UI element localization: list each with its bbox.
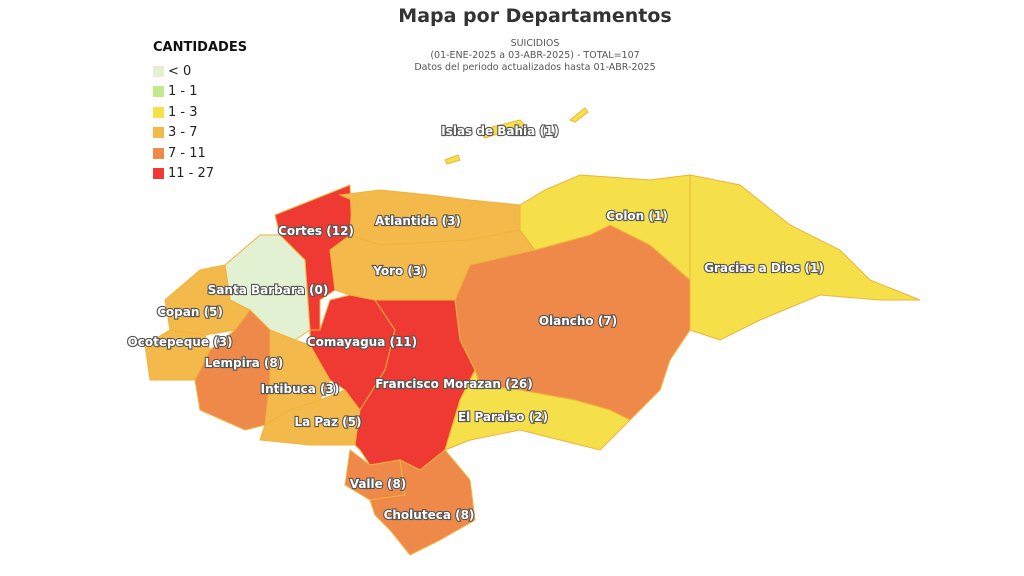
department-label: Ocotepeque (3) bbox=[128, 335, 233, 349]
department-label: Colon (1) bbox=[606, 209, 667, 223]
department-label: Cortes (12) bbox=[278, 224, 354, 238]
legend-title: CANTIDADES bbox=[153, 40, 248, 55]
legend-item[interactable]: 1 - 1 bbox=[153, 82, 247, 103]
legend-label: 1 - 1 bbox=[168, 84, 198, 100]
legend-swatch bbox=[153, 106, 164, 118]
department-label: Choluteca (8) bbox=[384, 508, 475, 522]
department-el-paraiso[interactable] bbox=[444, 368, 631, 451]
subtitle-line2: (01-ENE-2025 a 03-ABR-2025) - TOTAL=107 bbox=[430, 50, 640, 61]
department-label: Gracias a Dios (1) bbox=[704, 261, 824, 275]
legend: CANTIDADES < 0 1 - 1 1 - 3 3 - 7 7 - 11 11 - … bbox=[153, 40, 247, 184]
legend-label: 11 - 27 bbox=[168, 166, 215, 182]
legend-swatch bbox=[153, 65, 164, 77]
department-label: Islas de Bahia (1) bbox=[441, 124, 559, 138]
department-label: El Paraiso (2) bbox=[458, 410, 548, 424]
department-gracias-a-dios[interactable] bbox=[689, 174, 921, 341]
department-label: Atlantida (3) bbox=[375, 214, 461, 228]
department-label: Comayagua (11) bbox=[307, 335, 417, 349]
department-label: Olancho (7) bbox=[539, 314, 617, 328]
legend-item[interactable]: 7 - 11 bbox=[153, 143, 247, 164]
subtitle-line3: Datos del periodo actualizados hasta 01-… bbox=[414, 62, 656, 73]
legend-label: < 0 bbox=[168, 63, 192, 79]
department-label: Lempira (8) bbox=[205, 356, 284, 370]
department-label: La Paz (5) bbox=[295, 415, 362, 429]
department-islas-de-bahia[interactable] bbox=[444, 107, 589, 165]
department-colon[interactable] bbox=[519, 174, 691, 282]
legend-label: 7 - 11 bbox=[168, 145, 206, 161]
department-label: Santa Barbara (0) bbox=[208, 283, 329, 297]
department-label: Yoro (3) bbox=[372, 264, 427, 278]
department-label: Valle (8) bbox=[350, 477, 407, 491]
legend-label: 3 - 7 bbox=[168, 125, 198, 141]
legend-swatch bbox=[153, 127, 164, 139]
department-label: Copan (5) bbox=[157, 305, 223, 319]
legend-item[interactable]: 1 - 3 bbox=[153, 102, 247, 123]
legend-item[interactable]: 3 - 7 bbox=[153, 123, 247, 144]
legend-swatch bbox=[153, 86, 164, 98]
subtitle-line1: SUICIDIOS bbox=[510, 38, 560, 49]
legend-label: 1 - 3 bbox=[168, 104, 198, 120]
legend-item[interactable]: 11 - 27 bbox=[153, 164, 247, 185]
legend-item[interactable]: < 0 bbox=[153, 61, 247, 82]
map-title: Mapa por Departamentos bbox=[398, 5, 672, 27]
department-choluteca[interactable] bbox=[369, 449, 476, 556]
department-label: Francisco Morazan (26) bbox=[375, 377, 533, 391]
legend-swatch bbox=[153, 147, 164, 159]
legend-swatch bbox=[153, 168, 164, 180]
department-label: Intibuca (3) bbox=[261, 382, 340, 396]
